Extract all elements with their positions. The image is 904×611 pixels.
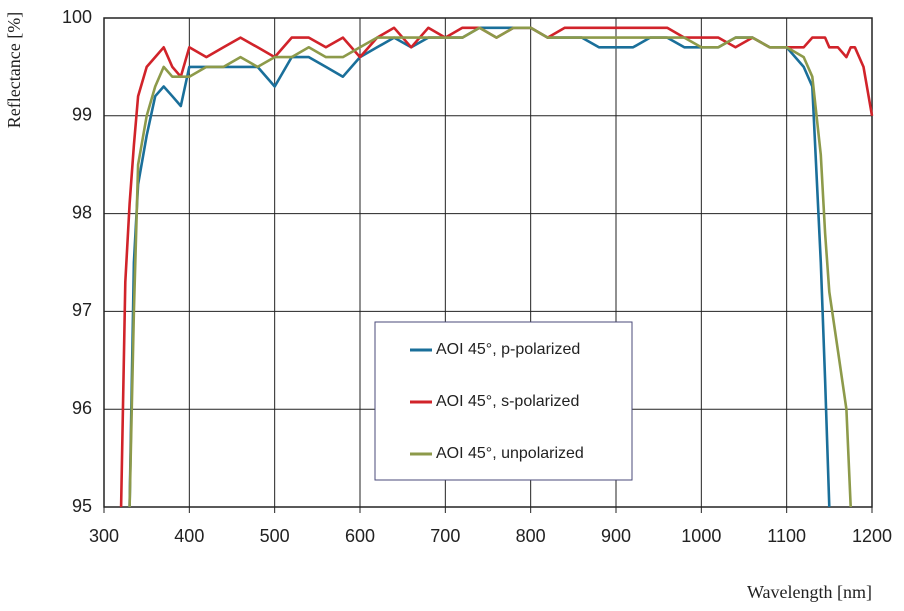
legend-label: AOI 45°, s-polarized (436, 393, 579, 410)
x-tick-label: 1100 (767, 526, 806, 546)
y-tick-label: 95 (72, 496, 92, 516)
x-tick-label: 700 (430, 526, 460, 546)
x-tick-label: 500 (260, 526, 290, 546)
x-tick-label: 800 (516, 526, 546, 546)
plot-frame (103, 17, 873, 508)
x-axis-title: Wavelength [nm] (747, 582, 872, 602)
y-tick-label: 98 (72, 202, 92, 222)
x-tick-label: 400 (174, 526, 204, 546)
data-line (128, 26, 852, 508)
y-axis-title: Reflectance [%] (4, 12, 24, 128)
y-tick-label: 96 (72, 398, 92, 418)
y-tick-label: 97 (72, 300, 92, 320)
legend-label: AOI 45°, unpolarized (436, 445, 584, 462)
y-tick-label: 100 (62, 7, 92, 27)
x-tick-label: 600 (345, 526, 375, 546)
x-tick-label: 1200 (852, 526, 892, 546)
x-tick-label: 300 (89, 526, 119, 546)
x-tick-label: 1000 (681, 526, 721, 546)
legend-label: AOI 45°, p-polarized (436, 341, 580, 358)
x-tick-label: 900 (601, 526, 631, 546)
y-tick-label: 99 (72, 105, 92, 125)
